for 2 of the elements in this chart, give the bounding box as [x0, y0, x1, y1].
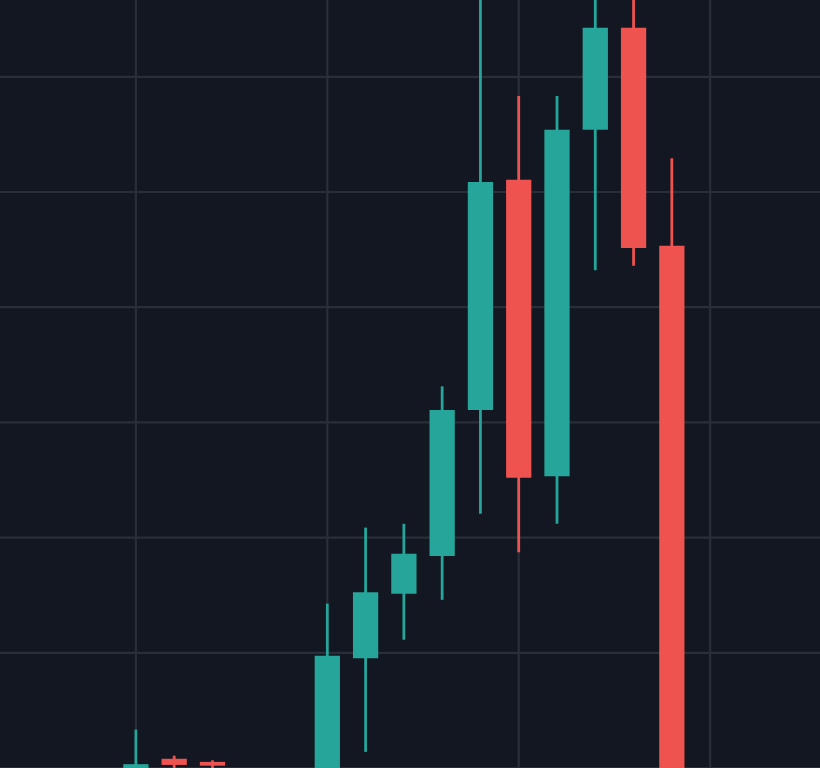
candlestick	[391, 522, 417, 642]
candlestick	[123, 728, 149, 768]
